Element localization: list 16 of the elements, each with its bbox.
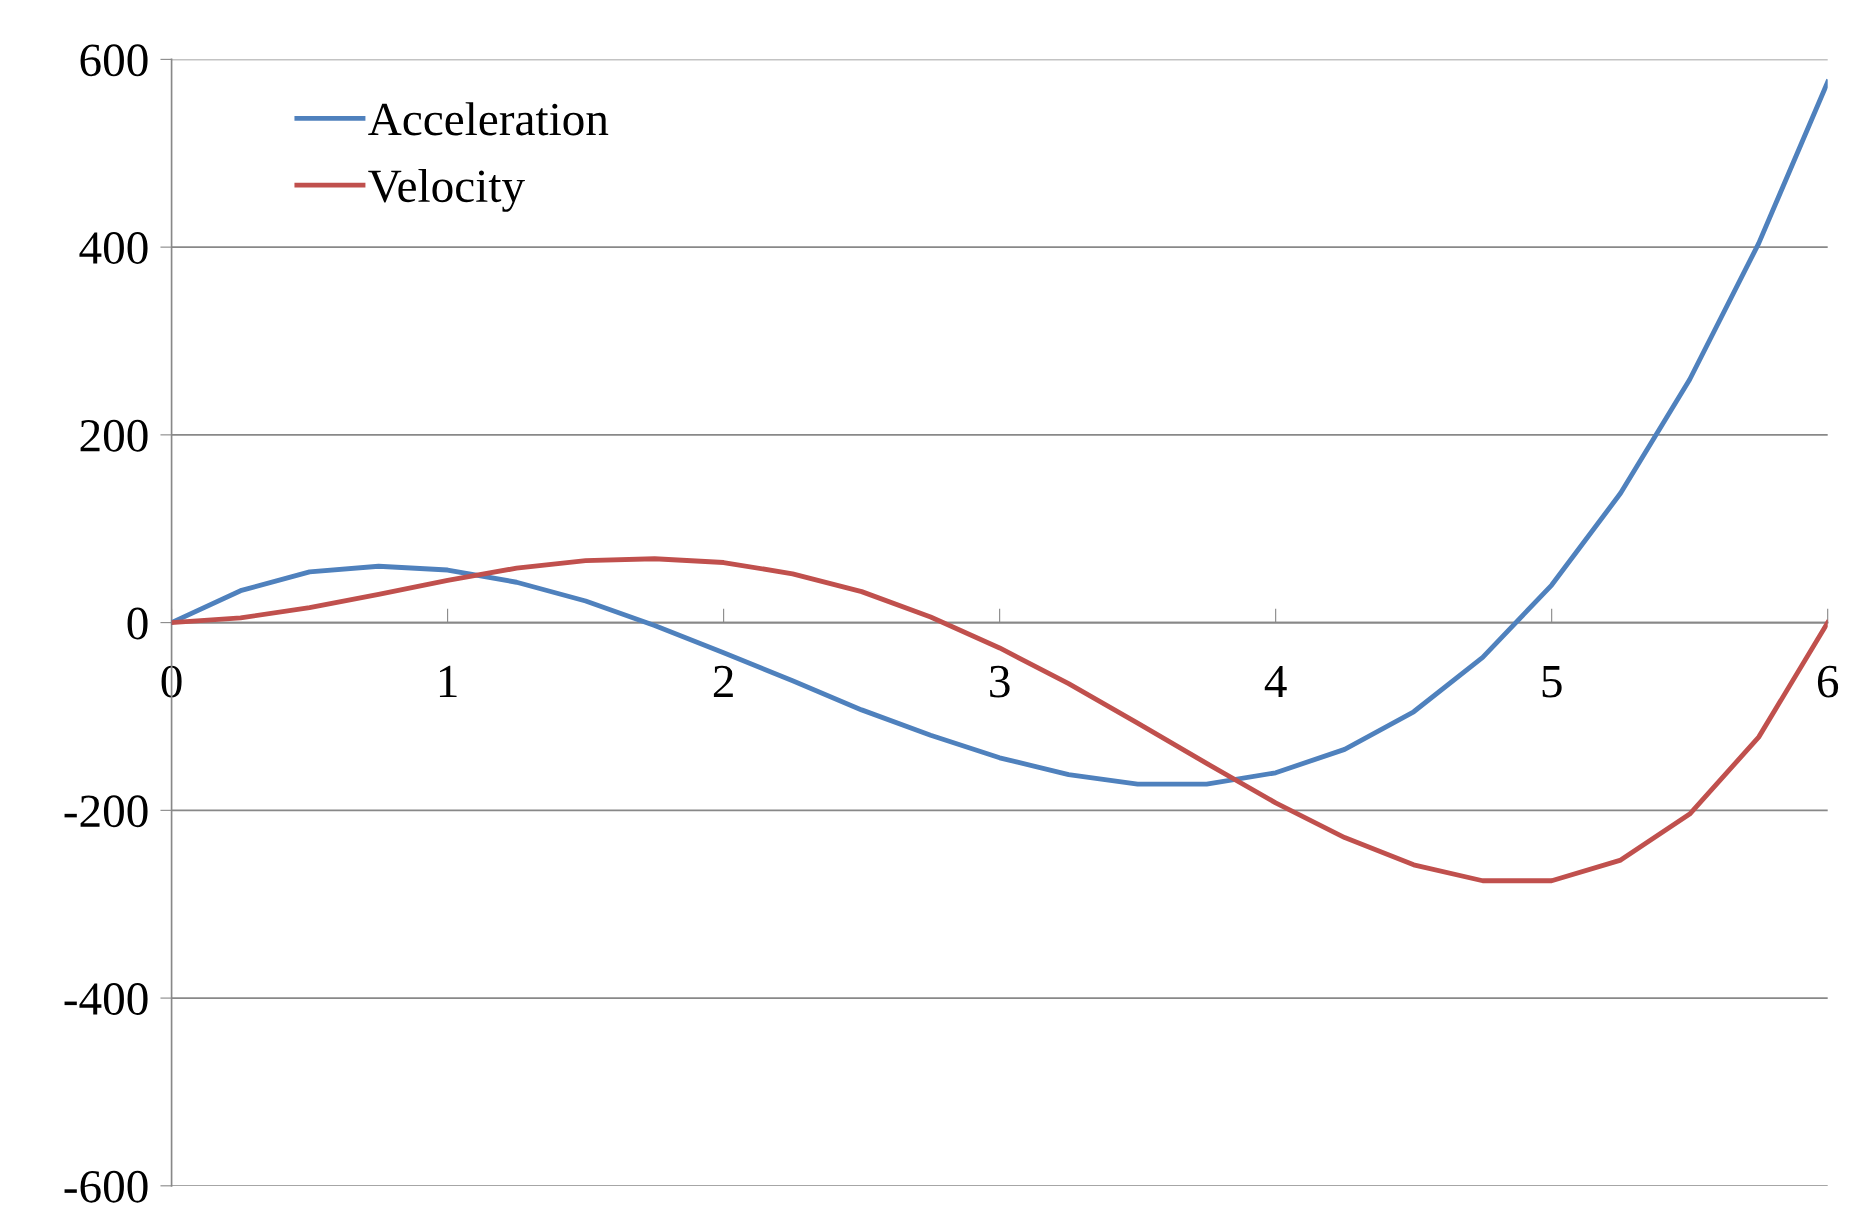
x-tick-label: 1 xyxy=(439,665,457,698)
y-tick-label: 600 xyxy=(80,44,148,77)
y-tick-label: 0 xyxy=(127,607,148,640)
x-tick-label: 2 xyxy=(713,665,733,698)
y-tick-label: 200 xyxy=(80,419,148,452)
x-tick-label: 5 xyxy=(1542,666,1562,698)
x-tick-label: 0 xyxy=(161,665,182,698)
x-tick-label: 6 xyxy=(1817,665,1839,698)
y-tick-label: 400 xyxy=(79,232,148,264)
x-tick-label: 4 xyxy=(1264,665,1287,698)
legend-label: Acceleration xyxy=(368,102,609,136)
y-tick-label: -600 xyxy=(64,1170,148,1203)
legend-label: Velocity xyxy=(368,168,525,212)
y-tick-label: -200 xyxy=(64,795,148,828)
y-tick-label: -400 xyxy=(64,983,148,1015)
x-tick-label: 3 xyxy=(990,665,1010,698)
